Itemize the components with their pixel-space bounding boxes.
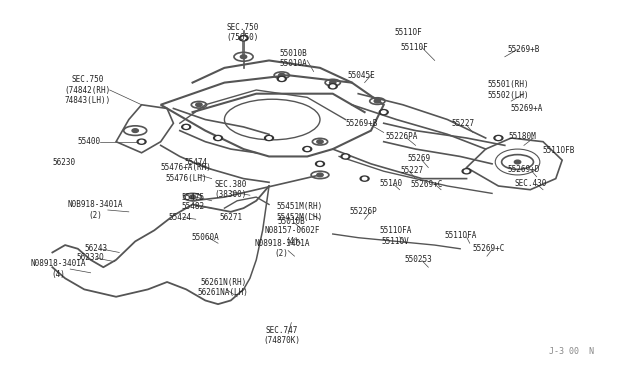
Circle shape bbox=[184, 126, 188, 128]
Text: 56261N(RH)
56261NA(LH): 56261N(RH) 56261NA(LH) bbox=[198, 278, 248, 297]
Circle shape bbox=[317, 173, 323, 177]
Circle shape bbox=[496, 137, 500, 139]
Text: N08918-3401A
(4): N08918-3401A (4) bbox=[31, 259, 86, 279]
Circle shape bbox=[341, 154, 350, 159]
Circle shape bbox=[343, 155, 348, 158]
Circle shape bbox=[330, 81, 336, 84]
Text: 55010B: 55010B bbox=[278, 217, 305, 225]
Circle shape bbox=[317, 140, 323, 144]
Text: 5511OF: 5511OF bbox=[394, 28, 422, 37]
Text: 56271: 56271 bbox=[220, 213, 243, 222]
Text: 55476+A(RH)
55476(LH): 55476+A(RH) 55476(LH) bbox=[161, 163, 212, 183]
Circle shape bbox=[380, 110, 388, 115]
Text: 55269+B: 55269+B bbox=[508, 45, 540, 54]
Text: 55226P: 55226P bbox=[349, 207, 377, 217]
Circle shape bbox=[137, 139, 146, 144]
Circle shape bbox=[264, 135, 273, 141]
Text: 56233O: 56233O bbox=[77, 253, 104, 263]
Circle shape bbox=[360, 176, 369, 181]
Text: SEC.747
(74870K): SEC.747 (74870K) bbox=[263, 326, 300, 345]
Circle shape bbox=[196, 103, 202, 107]
Circle shape bbox=[189, 195, 196, 199]
Circle shape bbox=[465, 170, 468, 173]
Text: 55045E: 55045E bbox=[348, 71, 375, 80]
Text: 55269: 55269 bbox=[408, 154, 431, 163]
Text: 55424: 55424 bbox=[168, 213, 191, 222]
Circle shape bbox=[216, 137, 220, 139]
Text: SEC.430: SEC.430 bbox=[514, 179, 547, 187]
Circle shape bbox=[494, 135, 503, 141]
Circle shape bbox=[515, 160, 521, 164]
Circle shape bbox=[303, 147, 312, 152]
Text: N08918-3401A
(2): N08918-3401A (2) bbox=[254, 239, 310, 259]
Text: 55400: 55400 bbox=[78, 137, 101, 146]
Text: N0B918-3401A
(2): N0B918-3401A (2) bbox=[68, 200, 124, 220]
Text: 55501(RH)
55502(LH): 55501(RH) 55502(LH) bbox=[487, 80, 529, 100]
Text: 551A0: 551A0 bbox=[380, 179, 403, 187]
Text: 55269+A: 55269+A bbox=[511, 104, 543, 113]
Text: 5511OFA: 5511OFA bbox=[444, 231, 476, 240]
Text: 55482: 55482 bbox=[181, 202, 204, 211]
Circle shape bbox=[241, 55, 246, 59]
Circle shape bbox=[132, 129, 138, 132]
Text: 56243: 56243 bbox=[84, 244, 108, 253]
Text: 55010B
55010A: 55010B 55010A bbox=[280, 49, 307, 68]
Circle shape bbox=[182, 124, 191, 129]
Text: 55227: 55227 bbox=[452, 119, 475, 128]
Text: 55180M: 55180M bbox=[509, 132, 536, 141]
Text: 5511OFB: 5511OFB bbox=[543, 147, 575, 155]
Circle shape bbox=[362, 177, 367, 180]
Circle shape bbox=[241, 37, 246, 39]
Text: 56230: 56230 bbox=[52, 157, 76, 167]
Text: 55227: 55227 bbox=[401, 166, 424, 175]
Text: 55110F: 55110F bbox=[401, 43, 428, 52]
Text: 550253: 550253 bbox=[405, 255, 433, 264]
Circle shape bbox=[278, 73, 285, 77]
Circle shape bbox=[280, 78, 284, 80]
Text: 55451M(RH)
55452M(LH): 55451M(RH) 55452M(LH) bbox=[276, 202, 323, 222]
Text: 5511OFA
5511OV: 5511OFA 5511OV bbox=[379, 226, 412, 246]
Text: 55475: 55475 bbox=[181, 193, 204, 202]
Text: SEC.380
(38300): SEC.380 (38300) bbox=[214, 180, 247, 199]
Circle shape bbox=[140, 140, 144, 143]
Circle shape bbox=[381, 111, 386, 113]
Text: 55269+B: 55269+B bbox=[345, 119, 378, 128]
Circle shape bbox=[330, 85, 335, 87]
Circle shape bbox=[318, 163, 322, 165]
Text: SEC.750
(74842(RH)
74843(LH)): SEC.750 (74842(RH) 74843(LH)) bbox=[64, 75, 111, 105]
Text: 55474: 55474 bbox=[184, 157, 207, 167]
Text: 55226PA: 55226PA bbox=[385, 132, 418, 141]
Circle shape bbox=[267, 137, 271, 139]
Text: 55269+C: 55269+C bbox=[411, 180, 444, 189]
Circle shape bbox=[328, 84, 337, 89]
Text: N08157-0602F
(4): N08157-0602F (4) bbox=[265, 226, 321, 246]
Circle shape bbox=[277, 76, 286, 81]
Circle shape bbox=[239, 36, 248, 41]
Circle shape bbox=[214, 135, 223, 141]
Text: 55269+C: 55269+C bbox=[473, 244, 505, 253]
Text: 55060A: 55060A bbox=[191, 233, 219, 242]
Text: 55269+D: 55269+D bbox=[508, 165, 540, 174]
Circle shape bbox=[374, 99, 381, 103]
Circle shape bbox=[462, 169, 471, 174]
Circle shape bbox=[305, 148, 310, 150]
Circle shape bbox=[316, 161, 324, 166]
Text: SEC.750
(75650): SEC.750 (75650) bbox=[226, 23, 259, 42]
Text: J-3 00  N: J-3 00 N bbox=[549, 347, 594, 356]
